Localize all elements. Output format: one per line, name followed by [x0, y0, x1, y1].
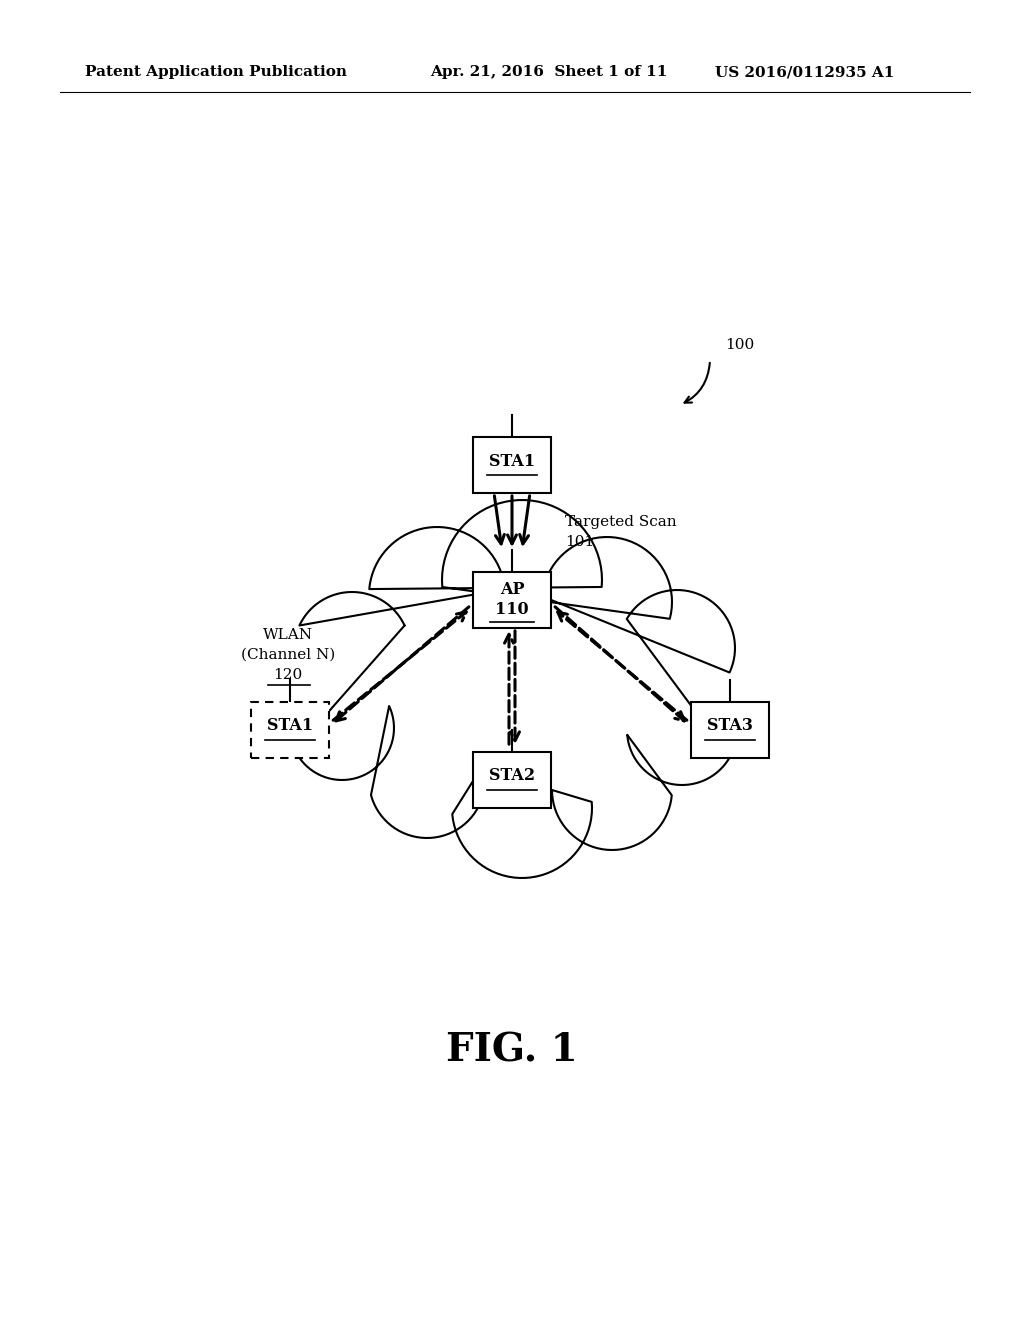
Text: Targeted Scan: Targeted Scan: [565, 515, 677, 529]
Text: WLAN: WLAN: [263, 628, 313, 642]
Bar: [473, 437, 551, 492]
Polygon shape: [295, 500, 735, 878]
Text: Apr. 21, 2016  Sheet 1 of 11: Apr. 21, 2016 Sheet 1 of 11: [430, 65, 668, 79]
Text: AP: AP: [500, 582, 524, 598]
Text: 120: 120: [273, 668, 303, 682]
Text: FIG. 1: FIG. 1: [446, 1031, 578, 1069]
Text: 100: 100: [725, 338, 755, 352]
Text: US 2016/0112935 A1: US 2016/0112935 A1: [715, 65, 894, 79]
Text: 101: 101: [565, 535, 594, 549]
Bar: [251, 702, 329, 758]
Text: STA1: STA1: [488, 453, 536, 470]
Bar: [473, 572, 551, 628]
Text: STA3: STA3: [707, 718, 753, 734]
Text: 110: 110: [496, 602, 528, 619]
Text: (Channel N): (Channel N): [241, 648, 335, 663]
Text: STA1: STA1: [267, 718, 313, 734]
Text: STA2: STA2: [488, 767, 536, 784]
Text: Patent Application Publication: Patent Application Publication: [85, 65, 347, 79]
Bar: [691, 702, 769, 758]
Bar: [473, 752, 551, 808]
